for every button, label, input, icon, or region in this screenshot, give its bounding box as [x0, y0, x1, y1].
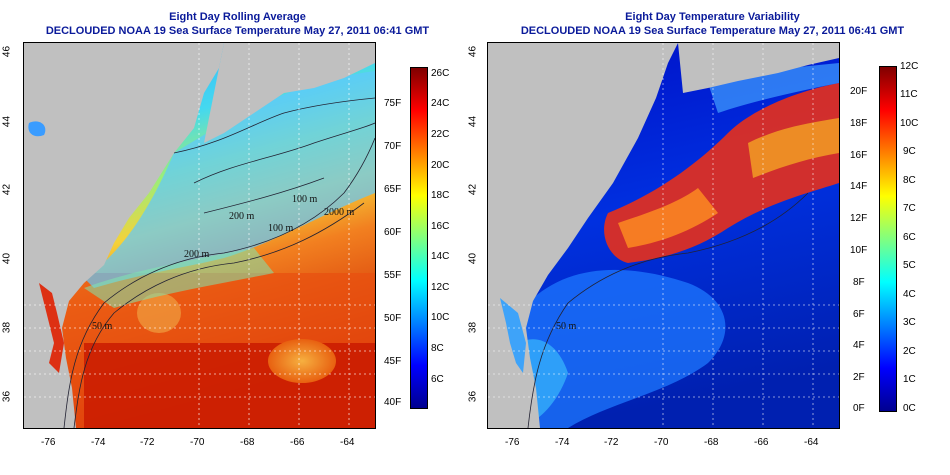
lon-tick: -68: [704, 437, 719, 448]
colorbar-c-label: 10C: [900, 118, 919, 129]
contour-label: 200 m: [229, 211, 255, 222]
lon-tick: -70: [190, 437, 205, 448]
contour-label: 100 m: [268, 223, 294, 234]
colorbar-c-label: 12C: [900, 61, 919, 72]
land-mass: [24, 43, 224, 428]
lon-tick: -76: [41, 437, 56, 448]
colorbar-f-label: 14F: [850, 181, 868, 192]
lat-tick: 38: [467, 321, 479, 334]
colorbar-f-label: 2F: [853, 372, 865, 383]
panel-title: Eight Day Temperature Variability: [625, 11, 800, 23]
colorbar-c-label: 20C: [431, 160, 450, 171]
lon-tick: -68: [240, 437, 255, 448]
sst-variability-panel: Eight Day Temperature Variability DECLOU…: [468, 0, 950, 475]
lon-tick: -72: [140, 437, 155, 448]
colorbar-c-label: 5C: [903, 260, 916, 271]
colorbar-c-label: 22C: [431, 129, 450, 140]
colorbar-f-label: 60F: [384, 227, 402, 238]
colorbar-f-label: 45F: [384, 356, 402, 367]
lon-tick: -64: [804, 437, 819, 448]
lat-tick: 44: [1, 115, 13, 128]
colorbar-c-label: 4C: [903, 289, 916, 300]
colorbar-c-label: 9C: [903, 146, 916, 157]
panel-subtitle: DECLOUDED NOAA 19 Sea Surface Temperatur…: [520, 25, 905, 37]
sst-colorbar: [410, 67, 428, 409]
colorbar-c-label: 6C: [431, 374, 444, 385]
colorbar-c-label: 16C: [431, 221, 450, 232]
lon-tick: -74: [91, 437, 106, 448]
lat-tick: 36: [1, 390, 13, 403]
contour-label: 50 m: [556, 321, 577, 332]
colorbar-c-label: 24C: [431, 98, 450, 109]
colorbar-f-label: 10F: [850, 245, 868, 256]
panel-subtitle: DECLOUDED NOAA 19 Sea Surface Temperatur…: [45, 25, 430, 37]
colorbar-c-label: 12C: [431, 282, 450, 293]
lat-tick: 42: [1, 183, 13, 196]
variability-colorbar: [879, 66, 897, 412]
lat-tick: 38: [1, 321, 13, 334]
colorbar-f-label: 50F: [384, 313, 402, 324]
colorbar-f-label: 20F: [850, 86, 868, 97]
contour-label: 100 m: [292, 194, 318, 205]
lon-tick: -64: [340, 437, 355, 448]
colorbar-f-label: 4F: [853, 340, 865, 351]
isobath-200m: [63, 137, 375, 428]
sst-average-panel: Eight Day Rolling Average DECLOUDED NOAA…: [1, 11, 450, 448]
colorbar-c-label: 6C: [903, 232, 916, 243]
colorbar-c-label: 8C: [431, 343, 444, 354]
contour-label: 2000 m: [324, 207, 355, 218]
colorbar-c-label: 8C: [903, 175, 916, 186]
colorbar-c-label: 10C: [431, 312, 450, 323]
colorbar-c-label: 1C: [903, 374, 916, 385]
colorbar-f-label: 70F: [384, 141, 402, 152]
lat-tick: 46: [467, 45, 479, 58]
colorbar-f-label: 6F: [853, 309, 865, 320]
colorbar-c-label: 3C: [903, 317, 916, 328]
lat-tick: 44: [467, 115, 479, 128]
lon-tick: -66: [290, 437, 305, 448]
colorbar-c-label: 0C: [903, 403, 916, 414]
colorbar-f-label: 40F: [384, 397, 402, 408]
lat-tick: 40: [467, 252, 479, 265]
warm-core-eddy: [268, 339, 336, 383]
lon-tick: -74: [555, 437, 570, 448]
colorbar-c-label: 7C: [903, 203, 916, 214]
colorbar-f-label: 18F: [850, 118, 868, 129]
colorbar-c-label: 18C: [431, 190, 450, 201]
land-mass: [488, 43, 678, 428]
colorbar-f-label: 55F: [384, 270, 402, 281]
colorbar-c-label: 26C: [431, 68, 450, 79]
sst-variability-map: 50 m: [487, 42, 840, 429]
lon-tick: -72: [604, 437, 619, 448]
lon-tick: -66: [754, 437, 769, 448]
colorbar-f-label: 0F: [853, 403, 865, 414]
lon-tick: -76: [505, 437, 520, 448]
colorbar-c-label: 11C: [900, 89, 918, 100]
contour-label: 50 m: [92, 321, 113, 332]
panel-title: Eight Day Rolling Average: [169, 11, 306, 23]
lon-tick: -70: [654, 437, 669, 448]
colorbar-f-label: 8F: [853, 277, 865, 288]
colorbar-f-label: 65F: [384, 184, 402, 195]
lat-tick: 36: [467, 390, 479, 403]
lat-tick: 46: [1, 45, 13, 58]
contour-label: 200 m: [184, 249, 210, 260]
lat-tick: 42: [467, 183, 479, 196]
colorbar-f-label: 75F: [384, 98, 402, 109]
colorbar-c-label: 2C: [903, 346, 916, 357]
colorbar-f-label: 12F: [850, 213, 868, 224]
colorbar-f-label: 16F: [850, 150, 868, 161]
sst-average-map: 100 m 100 m 2000 m 200 m 200 m 50 m: [23, 42, 376, 429]
lat-tick: 40: [1, 252, 13, 265]
colorbar-c-label: 14C: [431, 251, 450, 262]
